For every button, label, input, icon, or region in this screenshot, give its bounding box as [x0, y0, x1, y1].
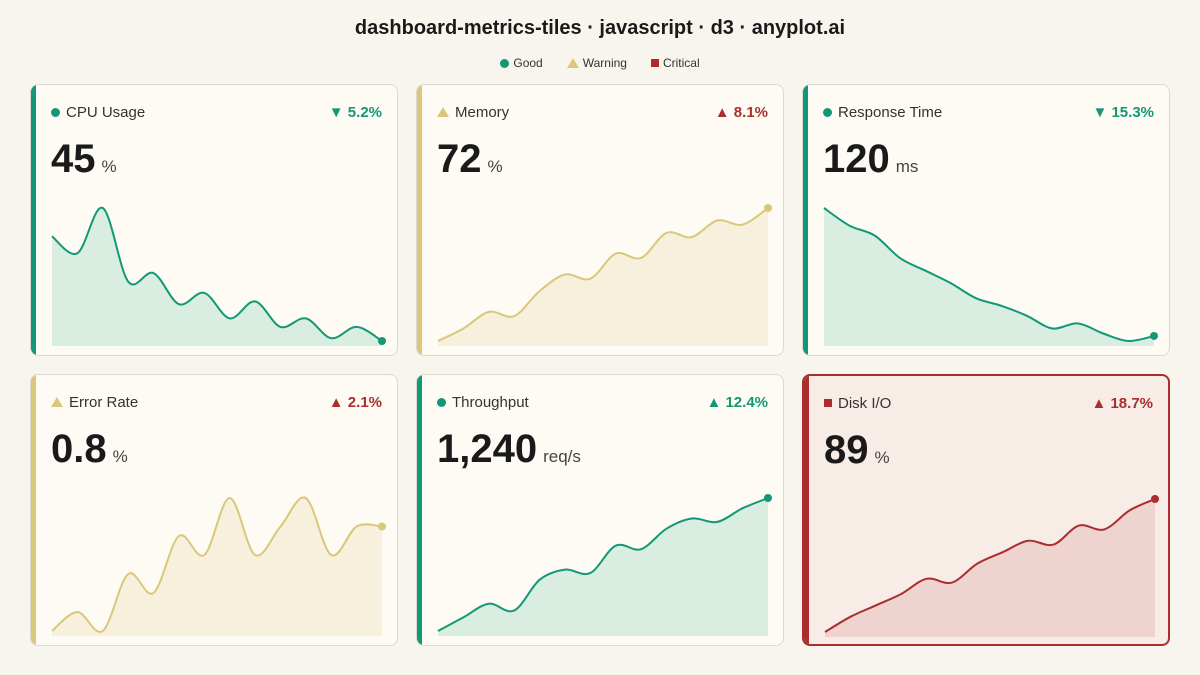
- sparkline-end-point: [1150, 331, 1158, 340]
- metric-value-row: 89%: [824, 428, 890, 473]
- status-accent-bar: [31, 375, 36, 645]
- status-accent-bar: [804, 376, 809, 644]
- metric-unit: %: [487, 157, 503, 176]
- critical-square-icon: [650, 59, 659, 67]
- metric-tile: Response Time ▼ 15.3% 120 ms: [802, 84, 1170, 356]
- metric-value-row: 1,240 req/s: [437, 427, 581, 472]
- warning-status-icon: [437, 107, 449, 117]
- metric-tile: Error Rate ▲ 2.1% 0.8%: [30, 374, 398, 646]
- legend-item-good: Good: [500, 56, 543, 70]
- tile-header: Disk I/O ▲ 18.7%: [824, 393, 1153, 413]
- tile-header: CPU Usage ▼ 5.2%: [51, 102, 382, 122]
- sparkline-end-point: [378, 337, 386, 345]
- metric-value-row: 0.8%: [51, 427, 128, 472]
- status-accent-bar: [417, 375, 422, 645]
- sparkline-chart: [823, 207, 1158, 346]
- metric-name: Response Time: [823, 104, 942, 121]
- metric-unit: %: [874, 448, 890, 467]
- metric-label: Throughput: [452, 393, 529, 411]
- sparkline-area: [438, 498, 768, 636]
- metric-tile: CPU Usage ▼ 5.2% 45%: [30, 84, 398, 356]
- good-status-icon: [437, 397, 446, 407]
- trend-delta: ▲ 2.1%: [328, 393, 382, 411]
- status-legend: Good Warning Critical: [0, 55, 1200, 71]
- metric-value: 1,240: [437, 427, 538, 471]
- sparkline-chart: [437, 494, 772, 636]
- metric-unit: %: [112, 447, 128, 466]
- critical-status-icon: [824, 399, 832, 407]
- metric-value-row: 72%: [437, 137, 503, 182]
- legend-label: Good: [513, 56, 543, 70]
- sparkline-end-point: [1151, 495, 1159, 503]
- sparkline-line: [51, 206, 383, 342]
- metric-label: Response Time: [838, 103, 943, 121]
- metric-value-row: 120 ms: [823, 137, 918, 182]
- metric-name: Disk I/O: [824, 395, 891, 412]
- metric-name: Throughput: [437, 394, 529, 411]
- tile-header: Throughput ▲ 12.4%: [437, 392, 768, 412]
- metric-name: CPU Usage: [51, 104, 145, 121]
- sparkline-end-point: [764, 494, 772, 502]
- metric-name: Memory: [437, 104, 509, 121]
- metric-unit: req/s: [543, 447, 581, 466]
- legend-item-warning: Warning: [566, 56, 627, 70]
- metric-label: Memory: [455, 103, 510, 121]
- status-accent-bar: [417, 85, 422, 355]
- metric-label: Error Rate: [69, 393, 139, 411]
- metric-tile: Disk I/O ▲ 18.7% 89%: [802, 374, 1170, 646]
- sparkline-chart: [51, 206, 386, 346]
- metric-tile: Throughput ▲ 12.4% 1,240 req/s: [416, 374, 784, 646]
- warning-status-icon: [51, 397, 63, 407]
- metric-value: 72: [437, 137, 482, 181]
- sparkline-line: [823, 207, 1155, 343]
- metric-name: Error Rate: [51, 394, 138, 411]
- metric-value: 0.8: [51, 427, 107, 471]
- metric-value: 89: [824, 428, 869, 472]
- sparkline-area: [438, 208, 768, 346]
- trend-delta: ▲ 8.1%: [714, 103, 768, 121]
- sparkline-area: [825, 499, 1155, 637]
- sparkline-area: [52, 497, 382, 636]
- sparkline-chart: [824, 495, 1159, 637]
- status-accent-bar: [803, 85, 808, 355]
- page-title: dashboard-metrics-tiles · javascript · d…: [354, 17, 846, 39]
- sparkline-line: [437, 207, 769, 342]
- sparkline-line: [824, 498, 1156, 633]
- metric-unit: ms: [895, 157, 919, 176]
- trend-delta: ▲ 12.4%: [706, 393, 768, 411]
- trend-delta: ▲ 18.7%: [1091, 394, 1153, 412]
- tile-header: Response Time ▼ 15.3%: [823, 102, 1154, 122]
- sparkline-area: [52, 207, 382, 346]
- sparkline-chart: [437, 204, 772, 346]
- good-status-icon: [51, 107, 60, 117]
- sparkline-end-point: [378, 522, 386, 531]
- legend-item-critical: Critical: [650, 56, 700, 70]
- good-circle-icon: [500, 58, 510, 68]
- sparkline-chart: [51, 496, 386, 636]
- metric-unit: %: [101, 157, 117, 176]
- sparkline-line: [51, 496, 383, 633]
- trend-delta: ▼ 5.2%: [328, 103, 382, 121]
- tile-header: Memory ▲ 8.1%: [437, 102, 768, 122]
- sparkline-line: [437, 497, 769, 632]
- warning-triangle-icon: [566, 58, 579, 68]
- sparkline-area: [824, 208, 1154, 346]
- metric-value: 45: [51, 137, 96, 181]
- trend-delta: ▼ 15.3%: [1092, 103, 1154, 121]
- status-accent-bar: [31, 85, 36, 355]
- sparkline-end-point: [764, 204, 772, 212]
- metric-value: 120: [823, 137, 890, 181]
- metric-label: Disk I/O: [838, 394, 892, 412]
- metric-tile: Memory ▲ 8.1% 72%: [416, 84, 784, 356]
- legend-label: Warning: [582, 56, 627, 70]
- good-status-icon: [823, 107, 832, 117]
- metric-value-row: 45%: [51, 137, 117, 182]
- legend-label: Critical: [662, 56, 700, 70]
- tile-header: Error Rate ▲ 2.1%: [51, 392, 382, 412]
- metric-label: CPU Usage: [66, 103, 146, 121]
